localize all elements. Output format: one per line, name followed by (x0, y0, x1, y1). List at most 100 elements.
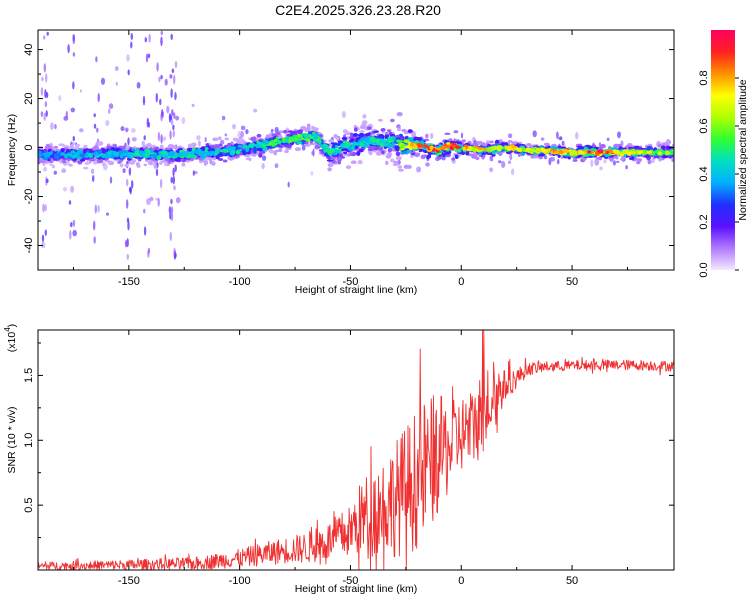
spectral-cell (387, 129, 392, 133)
spectral-cell (83, 144, 88, 149)
spectral-cell (119, 163, 124, 168)
spectral-cell (228, 156, 234, 161)
spectral-cell (204, 151, 211, 156)
spectral-cell (94, 151, 98, 155)
spectral-cell (181, 162, 186, 167)
spectral-cell (385, 154, 392, 159)
noise-streak (174, 164, 177, 173)
snr-x-axis-title: Height of straight line (km) (295, 583, 418, 595)
spectral-cell (134, 152, 140, 157)
noise-streak (148, 33, 151, 43)
noise-streak (125, 128, 128, 133)
spectral-cell (309, 135, 314, 139)
spectral-cell (404, 136, 408, 140)
noise-streak (72, 136, 76, 142)
spectral-cell (181, 158, 187, 163)
spectral-cell (477, 147, 484, 150)
spectral-cell (526, 143, 532, 147)
spectral-cell (620, 158, 625, 161)
spectral-cell (335, 137, 339, 141)
spectral-cell (187, 143, 194, 149)
spectral-cell (286, 144, 292, 149)
colorbar-tick-label: 0.8 (698, 70, 710, 85)
noise-speck (453, 130, 459, 134)
noise-speck (166, 105, 170, 114)
spectral-cell (397, 127, 401, 132)
spectral-cell (44, 145, 51, 149)
noise-speck (253, 108, 258, 113)
x-tick-label: -100 (229, 276, 251, 288)
spectral-cell (159, 144, 164, 149)
noise-speck (100, 77, 106, 85)
noise-streak (130, 33, 133, 40)
noise-speck (671, 143, 674, 147)
colorbar: 0.0 0.2 0.4 0.6 0.8 Normalized spectral ampl… (698, 30, 749, 278)
spectral-cell (224, 137, 230, 141)
spectral-cell (661, 145, 666, 150)
spectral-cell (217, 136, 222, 140)
spectral-cell (131, 137, 137, 142)
noise-speck (460, 132, 464, 139)
noise-speck (115, 66, 119, 71)
y-tick-label: -20 (23, 189, 35, 205)
spectral-cell (328, 139, 334, 143)
spectrogram-x-ticks: -150 -100 -50 0 50 (72, 30, 628, 288)
spectral-cell (143, 144, 148, 148)
spectral-cell (218, 143, 223, 147)
noise-streak (159, 98, 162, 106)
spectral-cell (407, 129, 413, 134)
y-tick-label: 1.5 (23, 368, 35, 383)
spectral-cell (436, 147, 442, 151)
noise-speck (509, 153, 513, 161)
noise-streak (70, 222, 73, 228)
spectral-cell (195, 148, 200, 154)
spectral-cell (97, 149, 103, 155)
noise-speck (58, 94, 62, 102)
spectral-cell (61, 144, 68, 148)
noise-streak (160, 134, 163, 144)
spectral-cell (357, 133, 364, 138)
noise-speck (301, 144, 306, 151)
colorbar-tick-label: 0.4 (698, 166, 710, 181)
spectral-cell (637, 151, 644, 154)
spectral-cell (131, 147, 135, 152)
spectral-cell (334, 144, 339, 149)
spectral-cell (636, 158, 642, 161)
spectral-cell (204, 160, 209, 165)
noise-speck (70, 185, 75, 193)
spectral-cell (229, 147, 236, 151)
spectral-cell (262, 140, 270, 145)
spectral-cell (327, 167, 332, 172)
x-tick-label: -50 (343, 575, 359, 587)
colorbar-label: Normalized spectral amplitude (737, 79, 749, 220)
spectral-cell (175, 152, 179, 158)
spectral-cell (345, 165, 352, 170)
spectral-cell (442, 153, 446, 158)
spectral-cell (647, 159, 652, 165)
noise-streak (146, 117, 149, 128)
noise-speck (63, 186, 67, 192)
noise-streak (124, 240, 128, 248)
spectral-cell (533, 155, 539, 159)
colorbar-tick-label: 0.0 (698, 262, 710, 277)
noise-streak (160, 36, 163, 47)
spectral-cell (462, 147, 467, 151)
noise-streak (131, 180, 134, 189)
spectral-cell (440, 145, 447, 150)
spectral-cell (633, 145, 640, 149)
noise-streak (93, 113, 96, 118)
noise-streak (94, 204, 98, 214)
noise-streak (130, 41, 133, 49)
spectral-cell (390, 158, 395, 163)
spectral-cell (342, 140, 348, 144)
x-tick-label: -150 (118, 276, 140, 288)
noise-streak (72, 219, 76, 227)
noise-streak (169, 130, 172, 140)
noise-speck (498, 160, 502, 164)
spectral-cell (615, 155, 619, 160)
x-tick-label: 0 (458, 575, 464, 587)
noise-speck (115, 82, 118, 86)
spectral-cell (124, 163, 129, 168)
noise-streak (155, 168, 159, 177)
spectral-cell (395, 155, 402, 161)
